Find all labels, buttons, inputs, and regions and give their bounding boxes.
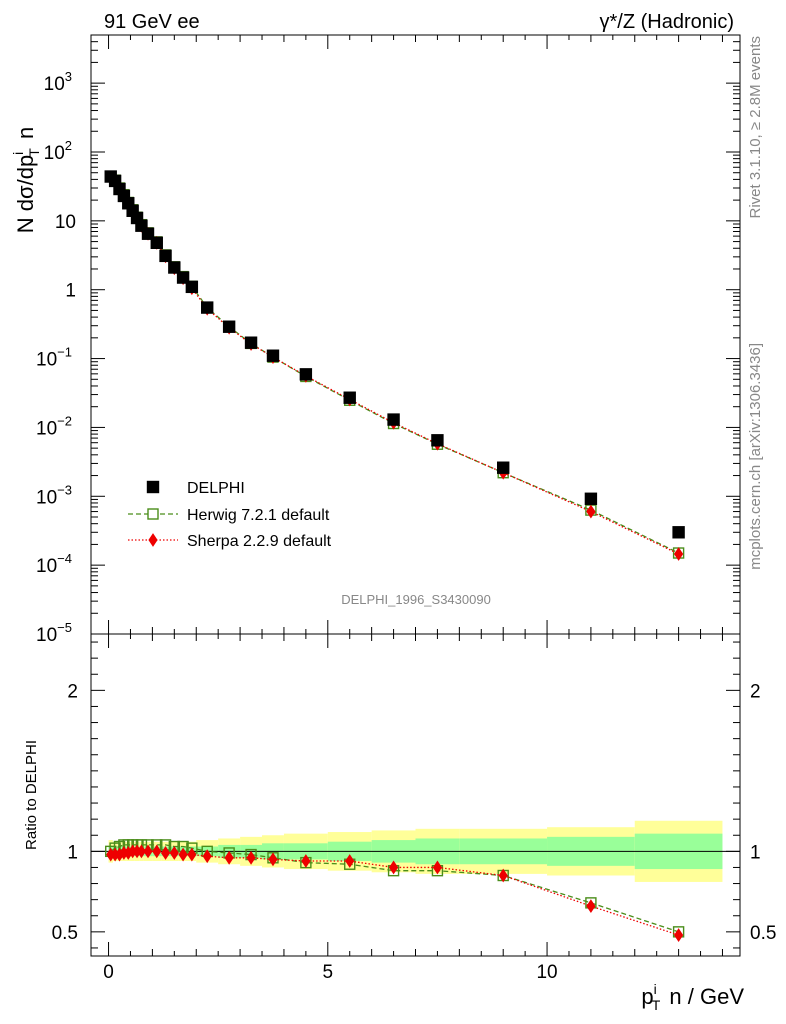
sherpa-ratio-point	[187, 847, 197, 862]
sherpa-ratio-point	[202, 849, 212, 864]
delphi-point	[672, 526, 685, 539]
delphi-point	[343, 391, 356, 404]
delphi-point	[168, 261, 181, 274]
delphi-point	[150, 236, 163, 249]
ratio-tick-label-left: 2	[67, 681, 78, 702]
sherpa-ratio-point	[674, 928, 684, 942]
x-tick-label: 5	[323, 962, 334, 983]
sherpa-point	[586, 504, 596, 519]
y-axis-label-main: N dσ/dpiT n	[10, 127, 42, 233]
legend-label: DELPHI	[187, 480, 245, 497]
delphi-point	[387, 413, 400, 426]
x-tick-label: 10	[536, 962, 557, 983]
sherpa-ratio-point	[498, 868, 508, 883]
sherpa-ratio-point	[246, 850, 256, 865]
delphi-point	[159, 249, 172, 263]
y-tick-label: 10−1	[36, 345, 72, 371]
ratio-tick-label-left: 0.5	[52, 923, 78, 944]
sherpa-ratio-point	[143, 844, 153, 859]
sherpa-ratio-point	[345, 854, 355, 868]
ratio-tick-label-right: 2	[750, 681, 761, 702]
sherpa-ratio-point	[301, 854, 311, 868]
delphi-point	[584, 492, 598, 505]
sherpa-ratio-point	[178, 847, 188, 862]
ratio-tick-label-right: 1	[750, 842, 761, 863]
axis-ticks: 0 5 10 10−5 10−4 10−3 10−2 10−1 1 10 102 103 0.5 0.5 1…	[36, 34, 776, 983]
sherpa-ratio-point	[152, 844, 162, 859]
sherpa-ratio-point	[268, 852, 278, 867]
sherpa-point	[674, 547, 684, 561]
delphi-series-main	[104, 170, 685, 539]
delphi-point	[244, 336, 258, 349]
y-tick-label: 1	[65, 281, 76, 302]
y-tick-label: 103	[44, 69, 72, 95]
y-tick-label: 102	[44, 138, 72, 164]
ratio-tick-label-right: 0.5	[750, 923, 776, 944]
y-tick-label: 10	[55, 212, 76, 233]
sherpa-ratio-point	[160, 846, 171, 860]
legend: DELPHI Herwig 7.2.1 default Sherpa 2.2.9 d…	[128, 480, 332, 550]
delphi-point	[141, 227, 155, 240]
legend-sherpa-marker	[148, 533, 158, 547]
sherpa-ratio-point	[586, 899, 596, 913]
sherpa-series-ratio	[106, 844, 684, 942]
sherpa-ratio-point	[224, 850, 234, 865]
ratio-frame	[90, 633, 741, 957]
y-tick-label: 10−3	[36, 482, 72, 508]
mcplots-side-text: mcplots.cern.ch [arXiv:1306.3436]	[747, 343, 764, 570]
delphi-point	[497, 461, 510, 474]
sherpa-ratio-point	[169, 846, 179, 860]
delphi-point	[176, 271, 190, 284]
x-tick-label: 0	[103, 962, 114, 983]
legend-label: Herwig 7.2.1 default	[187, 507, 330, 524]
sherpa-ratio-point	[136, 844, 147, 859]
watermark: DELPHI_1996_S3430090	[341, 592, 491, 607]
y-axis-label-ratio: Ratio to DELPHI	[23, 740, 40, 850]
ratio-tick-label-left: 1	[67, 842, 78, 863]
delphi-point	[266, 349, 280, 362]
delphi-point	[431, 434, 444, 447]
x-axis-label: pi T n / GeV	[641, 981, 744, 1013]
y-tick-label: 10−4	[36, 551, 72, 577]
title-right: γ*/Z (Hadronic)	[600, 11, 734, 33]
delphi-point	[185, 280, 199, 294]
sherpa-ratio-point	[432, 860, 443, 875]
legend-herwig-marker	[147, 508, 159, 520]
delphi-point	[299, 368, 313, 381]
rivet-side-text: Rivet 3.1.10, ≥ 2.8M events	[747, 36, 764, 219]
legend-delphi-marker	[146, 480, 160, 494]
legend-label: Sherpa 2.2.9 default	[187, 533, 332, 550]
title-left: 91 GeV ee	[104, 11, 200, 33]
delphi-point	[135, 219, 148, 232]
y-tick-label: 10−2	[36, 413, 72, 439]
sherpa-ratio-point	[388, 860, 399, 875]
y-tick-label: 10−5	[36, 620, 72, 646]
delphi-point	[201, 301, 214, 314]
delphi-point	[222, 320, 236, 333]
